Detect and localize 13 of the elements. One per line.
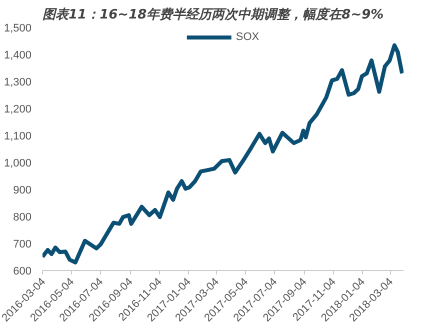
chart-title: 图表11：16~18年费半经历两次中期调整，幅度在8~9% bbox=[42, 6, 384, 22]
y-tick-label: 600 bbox=[13, 266, 32, 278]
y-tick-label: 1,200 bbox=[4, 104, 32, 116]
y-tick-label: 800 bbox=[13, 212, 32, 224]
y-tick-label: 1,100 bbox=[4, 130, 32, 142]
y-tick-label: 1,000 bbox=[4, 158, 32, 170]
legend-label: SOX bbox=[236, 31, 260, 43]
line-series bbox=[42, 43, 404, 264]
y-tick-label: 1,300 bbox=[4, 76, 32, 88]
y-tick-label: 700 bbox=[13, 238, 32, 250]
y-tick-label: 1,500 bbox=[4, 22, 32, 34]
y-tick-label: 900 bbox=[13, 184, 32, 196]
y-tick-label: 1,400 bbox=[4, 50, 32, 62]
